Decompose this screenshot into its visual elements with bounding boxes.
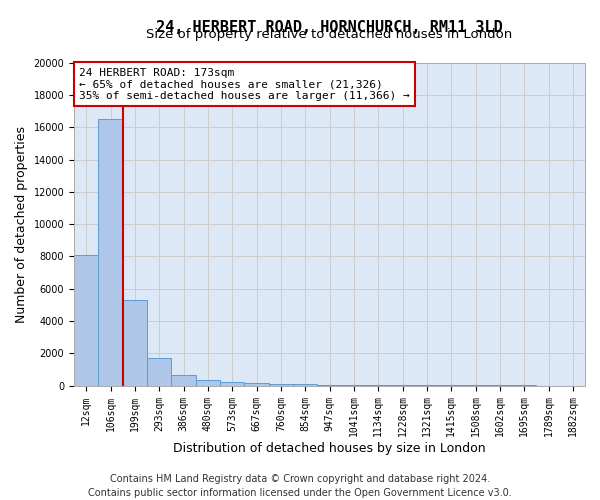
Bar (220, 382, 244, 386)
Bar (269, 384, 293, 386)
Bar (293, 384, 317, 386)
Text: 24, HERBERT ROAD, HORNCHURCH, RM11 3LD: 24, HERBERT ROAD, HORNCHURCH, RM11 3LD (156, 20, 503, 36)
Text: 24 HERBERT ROAD: 173sqm
← 65% of detached houses are smaller (21,326)
35% of sem: 24 HERBERT ROAD: 173sqm ← 65% of detache… (79, 68, 410, 101)
Y-axis label: Number of detached properties: Number of detached properties (15, 126, 28, 322)
Bar (196, 380, 220, 386)
Title: Size of property relative to detached houses in London: Size of property relative to detached ho… (146, 28, 512, 40)
Bar (341, 385, 366, 386)
Bar (172, 375, 196, 386)
Bar (317, 385, 341, 386)
Text: Contains HM Land Registry data © Crown copyright and database right 2024.
Contai: Contains HM Land Registry data © Crown c… (88, 474, 512, 498)
Bar (98, 119, 122, 386)
Bar (244, 383, 269, 386)
Bar (366, 385, 391, 386)
X-axis label: Distribution of detached houses by size in London: Distribution of detached houses by size … (173, 442, 486, 455)
Bar (74, 255, 98, 386)
Bar (147, 358, 172, 386)
Bar (122, 300, 147, 386)
